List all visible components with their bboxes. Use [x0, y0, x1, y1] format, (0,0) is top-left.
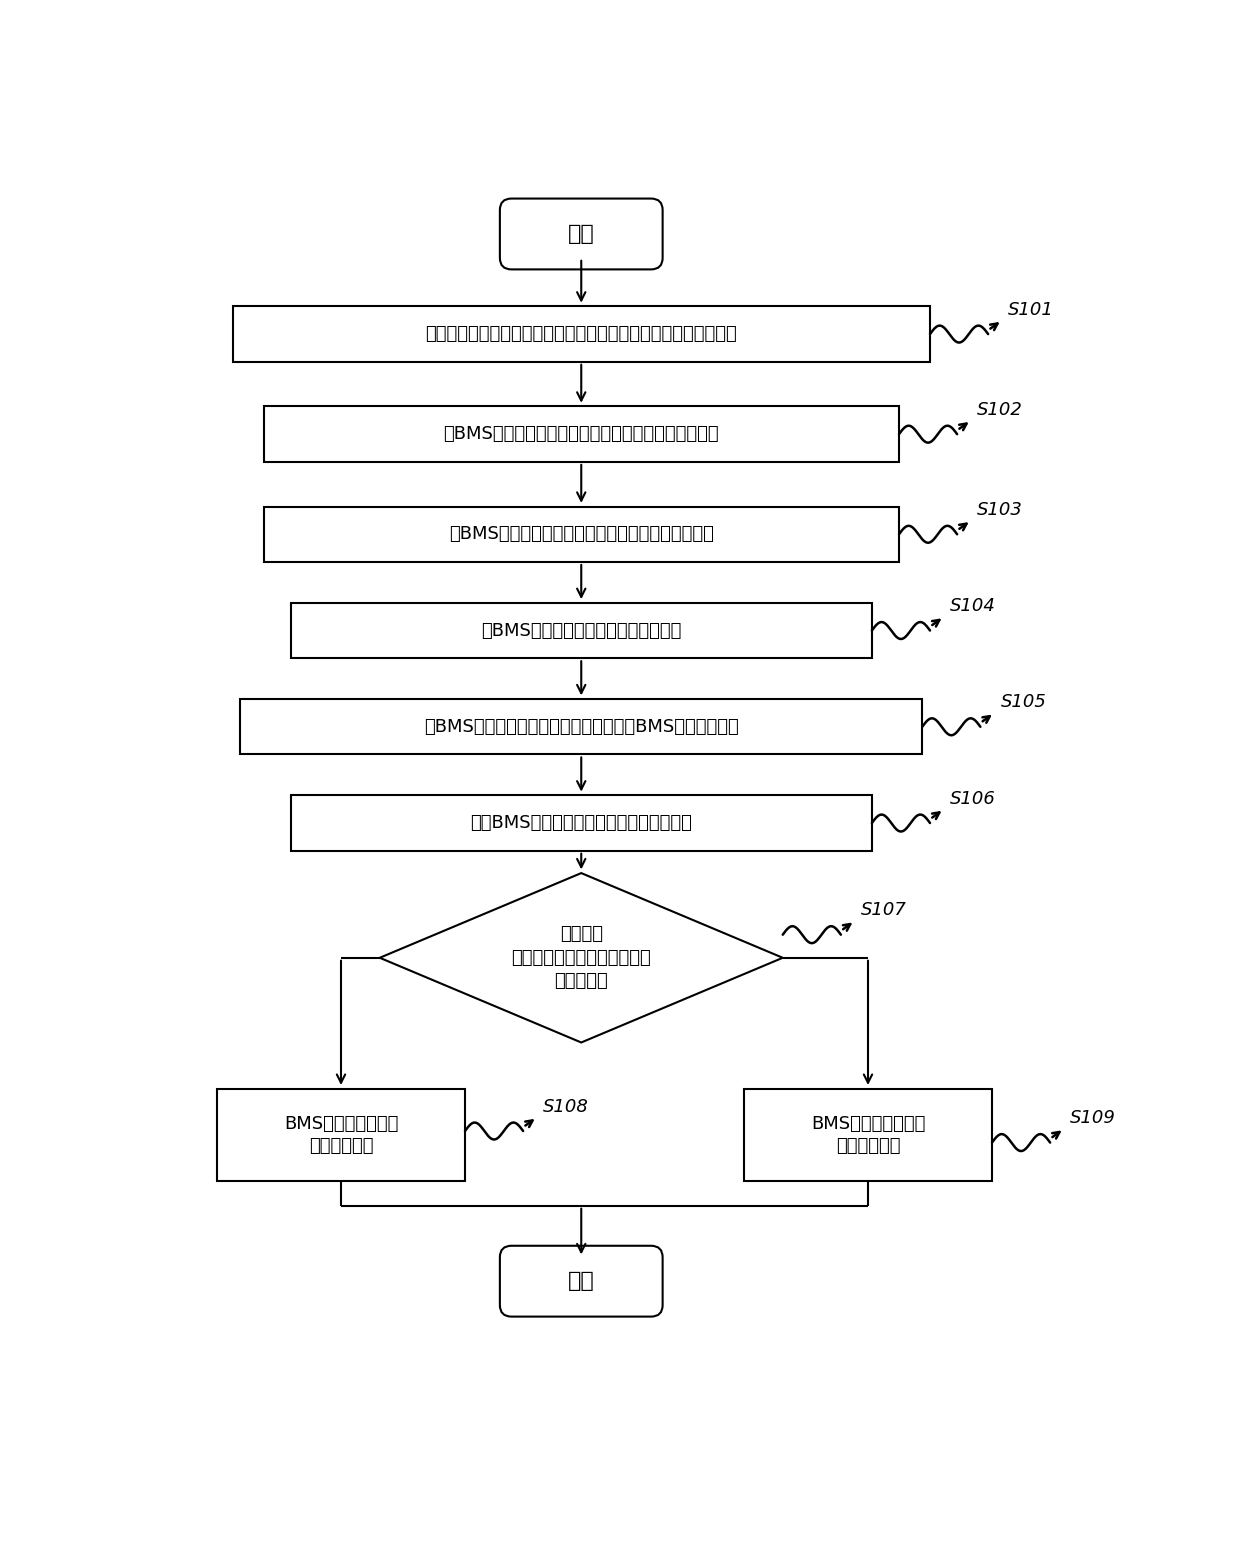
Text: S109: S109 — [1070, 1110, 1116, 1127]
Text: 判断请求
充电电流是否等于相应的预设
充电电流；: 判断请求 充电电流是否等于相应的预设 充电电流； — [511, 925, 651, 990]
Text: S105: S105 — [1001, 694, 1047, 711]
FancyBboxPatch shape — [500, 1246, 662, 1316]
FancyBboxPatch shape — [263, 407, 899, 462]
Text: S107: S107 — [861, 902, 906, 919]
Text: 向BMS交流充电接口输入电子互锁信号: 向BMS交流充电接口输入电子互锁信号 — [481, 621, 682, 639]
Text: S106: S106 — [950, 790, 996, 807]
Text: S108: S108 — [543, 1097, 589, 1116]
Text: S101: S101 — [1008, 301, 1054, 318]
FancyBboxPatch shape — [217, 1088, 465, 1181]
Text: 接收BMS交流充电接口反馈的请求充电电流: 接收BMS交流充电接口反馈的请求充电电流 — [470, 815, 692, 832]
Text: 向BMS交流充电接口输入指示预设环境温度的温度信号: 向BMS交流充电接口输入指示预设环境温度的温度信号 — [444, 425, 719, 444]
FancyBboxPatch shape — [290, 602, 872, 658]
FancyBboxPatch shape — [744, 1088, 992, 1181]
Text: 开始: 开始 — [568, 223, 595, 244]
Text: 获取并存储不同型号充电桩的环境温度与预设充电电流的对应关系: 获取并存储不同型号充电桩的环境温度与预设充电电流的对应关系 — [425, 324, 737, 343]
Polygon shape — [379, 874, 782, 1043]
Text: 结束: 结束 — [568, 1271, 595, 1291]
FancyBboxPatch shape — [290, 795, 872, 850]
FancyBboxPatch shape — [241, 698, 923, 754]
Text: BMS交流充电接口未
通过匹配测试: BMS交流充电接口未 通过匹配测试 — [811, 1114, 925, 1155]
FancyBboxPatch shape — [263, 506, 899, 562]
FancyBboxPatch shape — [500, 199, 662, 270]
Text: 向BMS交流充电接口发送握手信号，以与BMS建立信息交互: 向BMS交流充电接口发送握手信号，以与BMS建立信息交互 — [424, 717, 739, 736]
Text: S102: S102 — [977, 400, 1023, 419]
FancyBboxPatch shape — [233, 306, 930, 362]
Text: S104: S104 — [950, 598, 996, 615]
Text: 向BMS交流充电接口输入指示充电桩型号的识别信号: 向BMS交流充电接口输入指示充电桩型号的识别信号 — [449, 525, 714, 543]
Text: BMS交流充电接口未
通过匹配测试: BMS交流充电接口未 通过匹配测试 — [284, 1114, 398, 1155]
Text: S103: S103 — [977, 501, 1023, 518]
